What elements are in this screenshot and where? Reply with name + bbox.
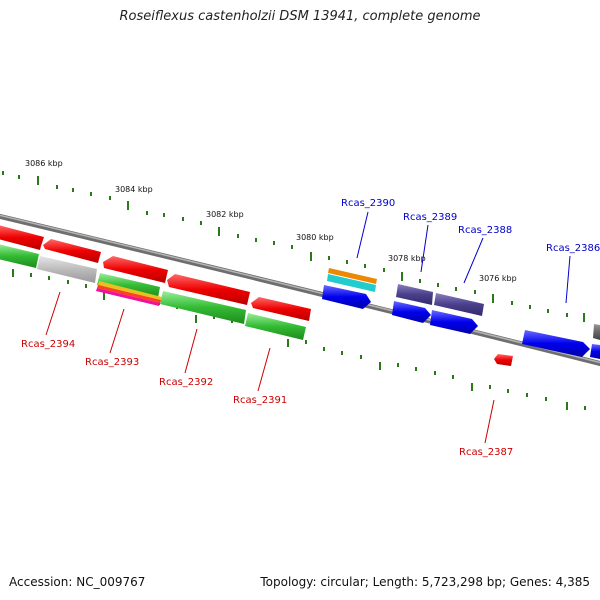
- gene-label[interactable]: Rcas_2391: [233, 395, 287, 406]
- gene-feature[interactable]: [590, 344, 600, 359]
- scale-labels: 3086 kbp 3084 kbp 3082 kbp 3080 kbp 3078…: [25, 159, 517, 283]
- reverse-strand-genes: [0, 225, 513, 366]
- accession-text: Accession: NC_009767: [9, 575, 146, 589]
- gene-feature[interactable]: [103, 256, 168, 283]
- cds-track: [0, 244, 306, 340]
- gene-labels: Rcas_2390 Rcas_2389 Rcas_2388 Rcas_2386 …: [21, 198, 600, 458]
- gene-feature[interactable]: [97, 285, 161, 303]
- scale-label: 3086 kbp: [25, 159, 63, 168]
- scale-label: 3082 kbp: [206, 210, 244, 219]
- scale-label: 3076 kbp: [479, 274, 517, 283]
- gene-label[interactable]: Rcas_2390: [341, 198, 395, 209]
- gene-feature[interactable]: [98, 281, 162, 300]
- scale-label: 3078 kbp: [388, 254, 426, 263]
- gene-feature[interactable]: [522, 330, 590, 357]
- gene-feature[interactable]: [494, 354, 513, 366]
- gene-feature[interactable]: [37, 256, 97, 283]
- outer-scale-ticks: [2, 171, 585, 322]
- rna-features: [96, 281, 162, 306]
- scale-label: 3084 kbp: [115, 185, 153, 194]
- gene-feature[interactable]: [97, 273, 160, 298]
- gene-feature[interactable]: [96, 288, 160, 306]
- gene-feature[interactable]: [396, 284, 433, 305]
- gene-feature[interactable]: [43, 239, 101, 263]
- gene-label[interactable]: Rcas_2387: [459, 447, 513, 458]
- forward-strand-genes: [322, 268, 600, 359]
- gene-feature[interactable]: [434, 293, 484, 316]
- gene-feature[interactable]: [0, 244, 39, 268]
- scale-label: 3080 kbp: [296, 233, 334, 242]
- label-leaders: [45, 211, 571, 444]
- gene-feature[interactable]: [328, 268, 377, 284]
- gene-feature[interactable]: [160, 291, 246, 324]
- gene-feature[interactable]: [392, 301, 431, 323]
- gene-feature[interactable]: [322, 285, 371, 309]
- gene-label[interactable]: Rcas_2388: [458, 225, 512, 236]
- gene-label[interactable]: Rcas_2392: [159, 377, 213, 388]
- gene-feature[interactable]: [245, 313, 306, 340]
- gene-feature[interactable]: [167, 274, 250, 305]
- gene-feature[interactable]: [0, 225, 44, 250]
- gene-label[interactable]: Rcas_2393: [85, 357, 139, 368]
- gene-feature[interactable]: [327, 274, 376, 292]
- gene-feature[interactable]: [251, 297, 311, 321]
- gene-label[interactable]: Rcas_2394: [21, 339, 75, 350]
- genome-summary-text: Topology: circular; Length: 5,723,298 bp…: [260, 575, 590, 589]
- gene-feature[interactable]: [430, 310, 478, 334]
- gene-feature[interactable]: [593, 324, 600, 340]
- map-title: Roseiflexus castenholzii DSM 13941, comp…: [119, 9, 481, 24]
- gene-label[interactable]: Rcas_2386: [546, 243, 600, 254]
- gene-label[interactable]: Rcas_2389: [403, 212, 457, 223]
